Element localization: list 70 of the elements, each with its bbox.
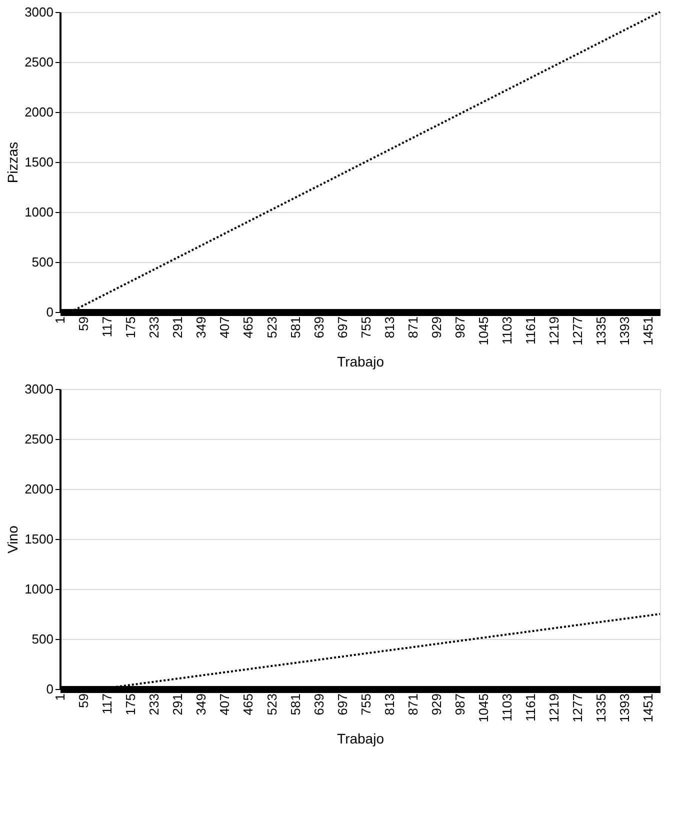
x-tick-label: 929 [428, 694, 444, 716]
x-tick-label: 581 [288, 316, 303, 338]
x-tick-label: 1 [52, 694, 68, 701]
x-tick-label: 233 [146, 316, 162, 338]
x-axis-title: Trabajo [337, 730, 384, 746]
x-tick-label: 59 [76, 694, 92, 708]
x-tick-label: 291 [170, 316, 186, 338]
x-tick-label: 1103 [500, 316, 515, 344]
x-tick-label: 639 [311, 316, 326, 338]
x-tick-label: 233 [146, 694, 162, 716]
x-tick-label: 1161 [523, 694, 538, 722]
x-tick-label: 117 [100, 694, 115, 714]
x-tick-label: 175 [123, 694, 138, 716]
y-tick-label: 2000 [24, 482, 54, 496]
x-axis-title: Trabajo [337, 353, 384, 370]
y-tick-label: 0 [46, 304, 54, 320]
x-tick-label: 523 [264, 316, 280, 338]
x-tick-label: 465 [240, 316, 256, 338]
x-tick-label: 987 [452, 694, 468, 716]
x-tick-label: 1393 [617, 694, 632, 722]
x-tick-label: 755 [358, 694, 374, 716]
x-tick-label: 59 [76, 316, 92, 331]
x-tick-label: 349 [194, 316, 209, 338]
x-tick-label: 1103 [500, 694, 515, 722]
y-tick-label: 500 [32, 254, 54, 270]
x-tick-label: 1277 [570, 694, 586, 722]
x-tick-label: 1045 [476, 316, 492, 346]
x-tick-label: 1335 [594, 694, 609, 722]
y-tick-label: 0 [46, 682, 54, 696]
y-tick-label: 500 [32, 632, 54, 646]
x-tick-label: 465 [240, 694, 256, 716]
y-tick-label: 2500 [24, 432, 54, 446]
x-tick-label: 291 [170, 694, 186, 716]
x-tick-label: 813 [382, 694, 397, 716]
x-tick-label: 755 [358, 316, 374, 338]
y-axis-title: Vino [4, 525, 21, 554]
x-tick-label: 117 [100, 316, 115, 338]
y-tick-label: 3000 [24, 4, 54, 20]
x-tick-label: 407 [217, 694, 232, 716]
y-axis-title: Pizzas [4, 142, 21, 184]
y-tick-label: 1500 [24, 532, 54, 546]
x-tick-label: 1277 [570, 316, 586, 346]
x-tick-label: 1219 [546, 694, 562, 722]
x-tick-label: 987 [452, 316, 468, 338]
y-tick-label: 1000 [24, 204, 54, 220]
x-tick-label: 581 [288, 694, 303, 716]
x-tick-label: 871 [405, 694, 420, 716]
x-tick-label: 1 [52, 316, 68, 324]
x-tick-label: 1161 [523, 316, 538, 344]
x-tick-label: 1451 [640, 694, 656, 722]
x-tick-label: 697 [334, 694, 350, 716]
x-tick-label: 871 [405, 316, 420, 338]
y-tick-label: 1000 [24, 582, 54, 596]
x-tick-label: 1451 [640, 316, 656, 346]
x-tick-label: 1219 [546, 316, 562, 346]
x-tick-label: 813 [382, 316, 397, 338]
x-tick-label: 1335 [594, 316, 609, 346]
x-tick-label: 697 [334, 316, 350, 338]
x-tick-label: 639 [311, 694, 326, 716]
x-tick-label: 349 [194, 694, 209, 716]
x-tick-label: 1045 [476, 694, 492, 722]
y-tick-label: 1500 [24, 154, 54, 170]
y-tick-label: 2500 [24, 54, 54, 70]
x-tick-label: 929 [428, 316, 444, 338]
y-tick-label: 3000 [24, 382, 54, 396]
x-tick-label: 523 [264, 694, 280, 716]
x-tick-label: 175 [123, 316, 138, 338]
y-tick-label: 2000 [24, 104, 54, 120]
x-tick-label: 407 [217, 316, 232, 338]
x-tick-label: 1393 [617, 316, 632, 346]
